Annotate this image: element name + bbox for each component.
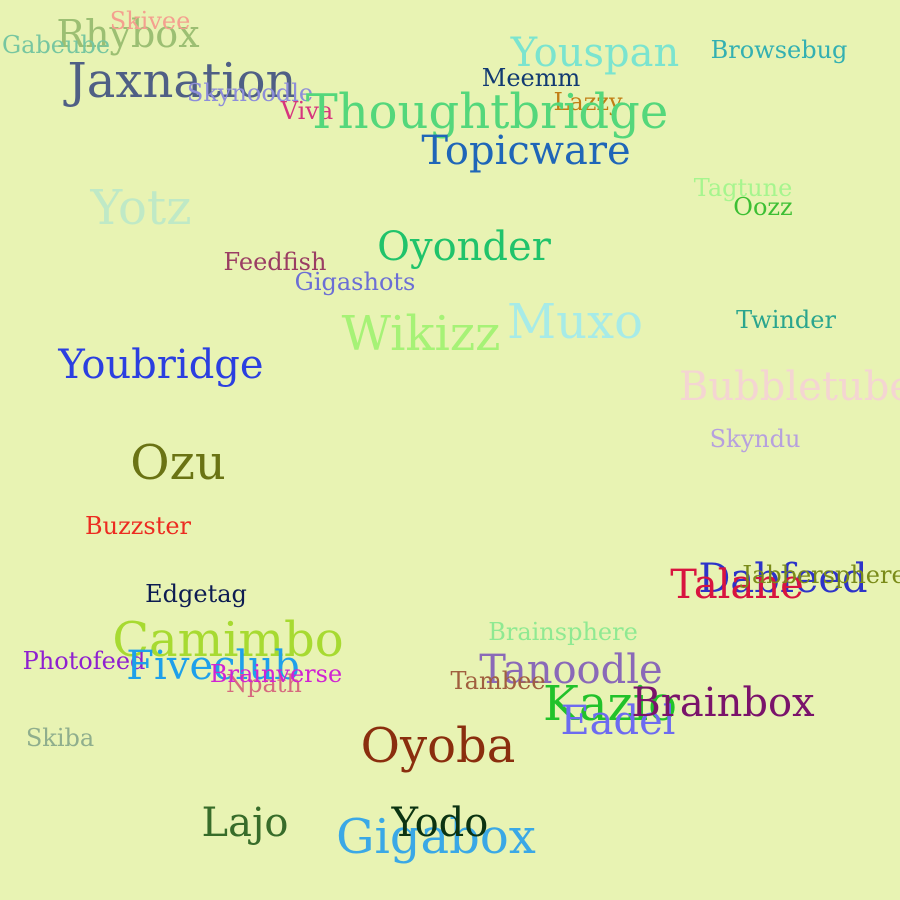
word-viva: Viva <box>280 97 334 125</box>
word-browsebug: Browsebug <box>710 36 848 64</box>
word-gigashots: Gigashots <box>294 268 416 296</box>
word-skyndu: Skyndu <box>709 425 801 453</box>
word-youspan: Youspan <box>510 30 680 76</box>
word-lazzy: Lazzy <box>553 88 623 116</box>
word-tagtune: Tagtune <box>693 174 793 202</box>
word-buzzster: Buzzster <box>84 512 192 540</box>
word-kazio: Kazio <box>542 676 678 732</box>
word-oozz: Oozz <box>733 193 793 221</box>
word-skivee: Skivee <box>109 7 191 35</box>
word-thoughtbridge: Thoughtbridge <box>305 84 669 140</box>
word-youbridge: Youbridge <box>58 342 264 388</box>
word-rhybox: Rhybox <box>56 12 200 56</box>
word-gabeube: Gabeube <box>1 31 111 59</box>
word-edgetag: Edgetag <box>145 580 247 608</box>
word-skiba: Skiba <box>25 724 95 752</box>
word-feedfish: Feedfish <box>223 248 327 276</box>
word-muxo: Muxo <box>506 294 644 350</box>
word-lajo: Lajo <box>201 800 289 846</box>
word-oyonder: Oyonder <box>377 224 551 270</box>
word-brainsphere: Brainsphere <box>488 618 638 646</box>
word-gigabox: Gigabox <box>336 809 536 865</box>
word-talane: Talane <box>670 562 804 608</box>
word-meemm: Meemm <box>481 64 581 92</box>
word-bubbletube: Bubbletube <box>679 364 900 410</box>
word-fiveclub: Fiveclub <box>126 643 300 689</box>
word-brainbox: Brainbox <box>631 680 815 726</box>
word-twinder: Twinder <box>736 306 836 334</box>
word-jabbersphere: Jabbersphere <box>742 561 900 589</box>
word-brainverse: Brainverse <box>209 660 343 688</box>
word-tambee: Tambee <box>450 667 546 695</box>
word-dabfeed: Dabfeed <box>698 556 868 602</box>
word-oyoba: Oyoba <box>360 718 516 774</box>
word-skynoodle: Skynoodle <box>186 79 314 107</box>
word-wikizz: Wikizz <box>341 306 501 362</box>
word-tanoodle: Tanoodle <box>479 647 663 693</box>
word-photofeed: Photofeed <box>22 647 146 675</box>
word-camimbo: Camimbo <box>112 612 344 668</box>
word-jaxnation: Jaxnation <box>67 53 297 109</box>
word-npath: Npath <box>226 670 302 698</box>
word-topicware: Topicware <box>421 128 631 174</box>
word-yotz: Yotz <box>90 180 192 236</box>
word-yodo: Yodo <box>391 800 489 846</box>
word-ozu: Ozu <box>130 435 226 491</box>
word-eadel: Eadel <box>560 698 676 744</box>
